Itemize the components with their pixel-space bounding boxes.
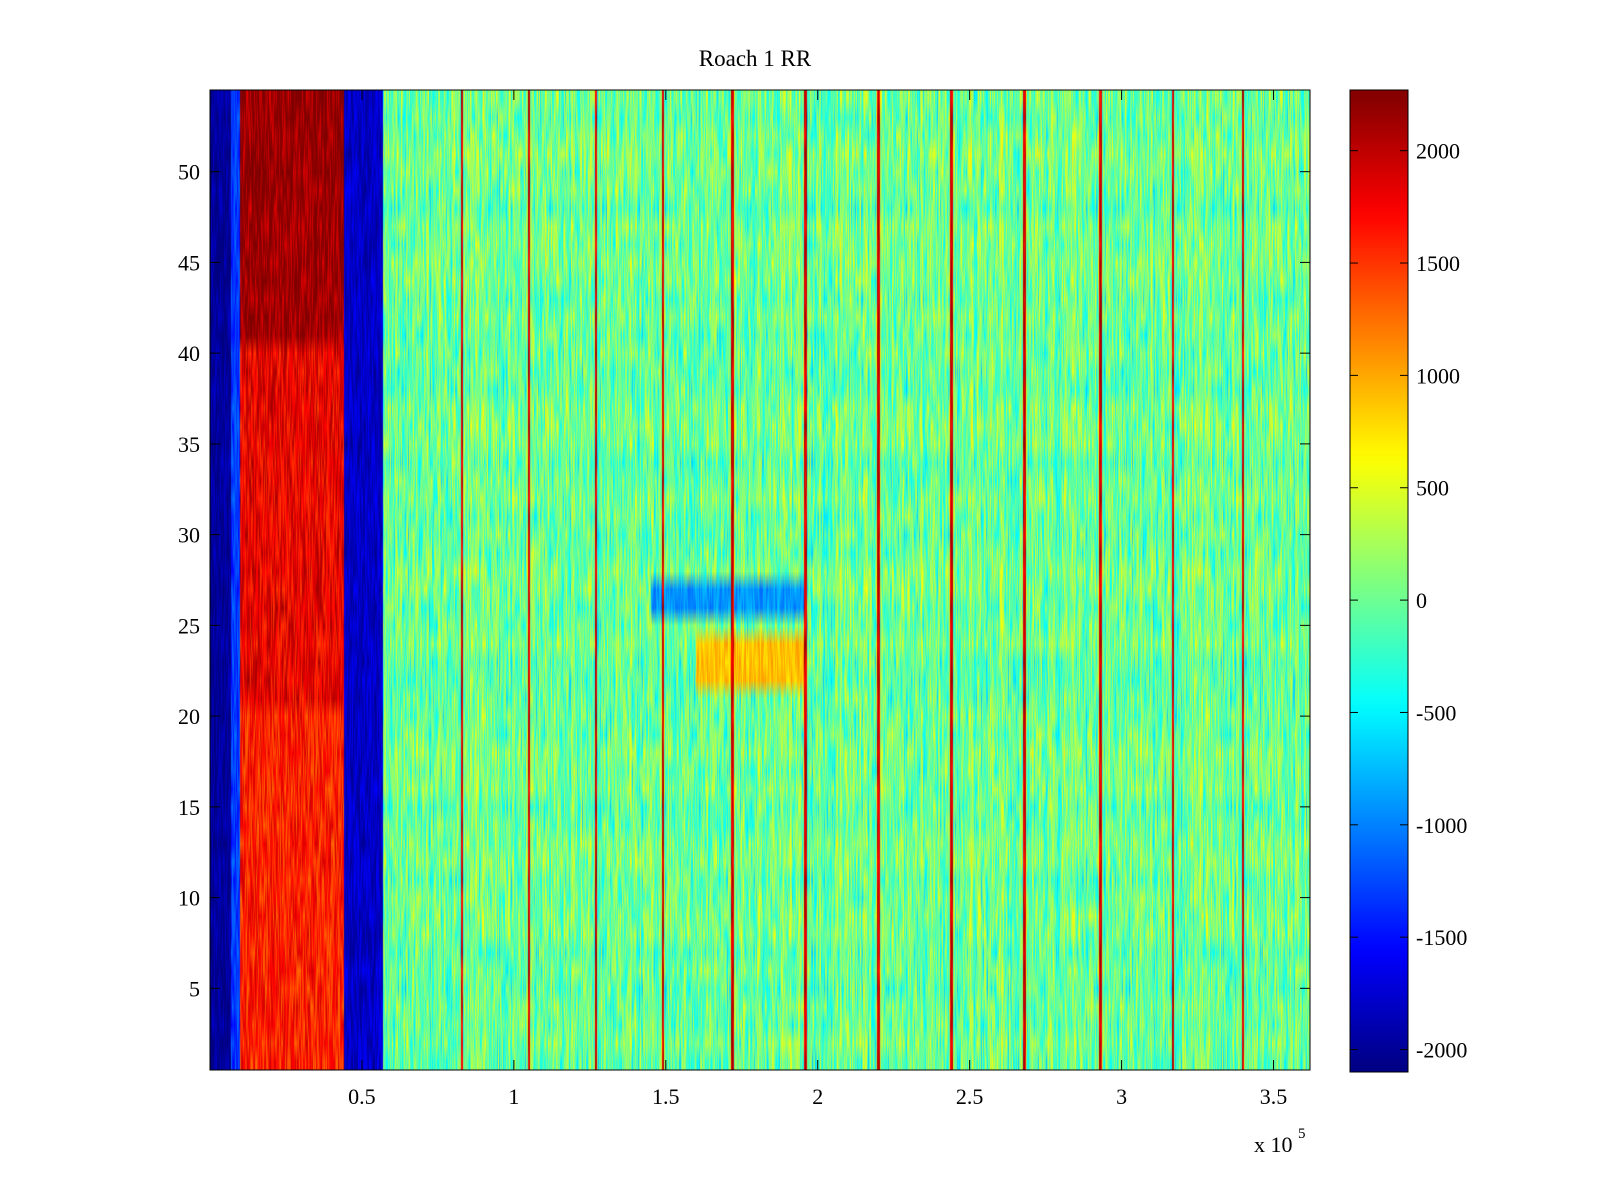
x-tick-label: 2 — [812, 1084, 823, 1109]
colorbar-tick-label: 1000 — [1416, 363, 1460, 388]
y-tick-label: 40 — [178, 341, 200, 366]
y-axis-ticks: 5 10 15 20 25 30 35 40 45 50 — [178, 160, 1310, 1001]
colorbar-frame — [1349, 89, 1409, 1073]
colorbar-tick-label: 2000 — [1416, 139, 1460, 164]
colorbar-image — [1350, 90, 1408, 1072]
x-multiplier-label: x 10 — [1254, 1132, 1293, 1157]
y-tick-label: 10 — [178, 886, 200, 911]
colorbar-tick-label: -1500 — [1416, 925, 1467, 950]
colorbar-tick-label: -500 — [1416, 700, 1456, 725]
y-tick-label: 35 — [178, 432, 200, 457]
heatmap-plot-area: 0.5 1 1.5 2 2.5 3 3.5 5 10 15 20 25 30 35 40 45 50 — [178, 89, 1311, 1109]
colorbar: 2000 1500 1000 500 0 -500 -1000 -1500 -2000 — [1349, 89, 1467, 1073]
colorbar-tick-label: 1500 — [1416, 251, 1460, 276]
x-tick-label: 2.5 — [956, 1084, 984, 1109]
colorbar-tick-label: 0 — [1416, 588, 1427, 613]
colorbar-ticks: 2000 1500 1000 500 0 -500 -1000 -1500 -2000 — [1350, 139, 1467, 1063]
x-tick-label: 1.5 — [652, 1084, 680, 1109]
chart-title: Roach 1 RR — [699, 46, 812, 71]
y-tick-label: 20 — [178, 704, 200, 729]
x-tick-label: 1 — [508, 1084, 519, 1109]
colorbar-tick-label: -2000 — [1416, 1038, 1467, 1063]
x-tick-label: 3 — [1116, 1084, 1127, 1109]
y-tick-label: 25 — [178, 613, 200, 638]
x-axis-ticks: 0.5 1 1.5 2 2.5 3 3.5 — [348, 90, 1287, 1109]
x-tick-label: 0.5 — [348, 1084, 376, 1109]
heatmap-image — [210, 90, 1310, 1070]
y-tick-label: 45 — [178, 250, 200, 275]
y-tick-label: 5 — [189, 976, 200, 1001]
x-multiplier-exponent: 5 — [1298, 1126, 1306, 1142]
y-tick-label: 50 — [178, 160, 200, 185]
colorbar-tick-label: -1000 — [1416, 813, 1467, 838]
colorbar-tick-label: 500 — [1416, 476, 1449, 501]
y-tick-label: 15 — [178, 795, 200, 820]
x-tick-label: 3.5 — [1260, 1084, 1288, 1109]
y-tick-label: 30 — [178, 523, 200, 548]
plot-frame — [209, 89, 1311, 1071]
